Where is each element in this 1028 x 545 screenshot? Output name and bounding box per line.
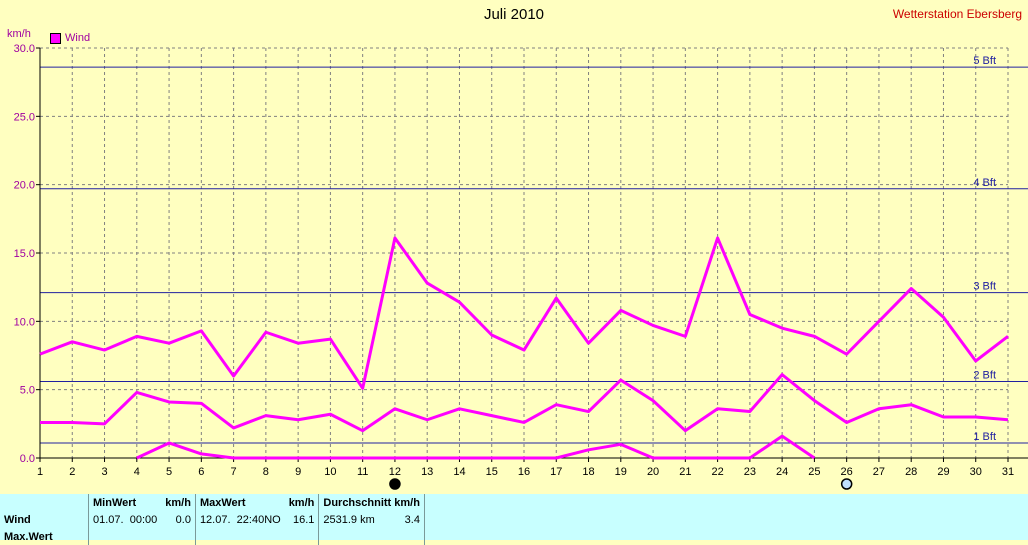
avg-header: Durchschnitt km/h [318,494,425,511]
series-line-min [136,434,816,460]
x-tick-label: 31 [1002,466,1014,478]
stats-table: MinWert km/h MaxWert km/h Durchschnitt k… [0,494,1013,545]
x-tick-label: 22 [711,466,723,478]
max-header: MaxWert [194,494,285,511]
station-name: Wetterstation Ebersberg [892,7,1022,21]
x-tick-label: 5 [166,466,172,478]
x-tick-label: 27 [873,466,885,478]
stats-row-label: Wind [4,513,31,526]
max-datetime: 12.07. 22:40NO [194,511,285,528]
legend-swatch [50,32,61,44]
new-moon-marker [389,478,401,490]
x-tick-label: 4 [134,466,140,478]
stats-row: Wind 01.07. 00:00 0.0 12.07. 22:40NO 16.… [0,511,1013,528]
x-tick-label: 2 [69,466,75,478]
x-tick-label: 14 [453,466,465,478]
distance-value: 2531.9 km [318,511,395,528]
x-tick-label: 17 [550,466,562,478]
series-line-max [39,236,1009,390]
x-tick-label: 7 [231,466,237,478]
min-unit-header: km/h [165,496,191,509]
y-tick-label: 20.0 [14,180,35,192]
x-tick-label: 21 [679,466,691,478]
y-tick-label: 30.0 [14,43,35,55]
x-tick-label: 26 [841,466,853,478]
x-tick-label: 15 [486,466,498,478]
legend: Wind [50,32,90,44]
x-tick-label: 24 [776,466,788,478]
max-value: 16.1 [292,513,315,526]
stats-header-row: MinWert km/h MaxWert km/h Durchschnitt k… [0,494,1013,511]
legend-label: Wind [65,32,91,44]
chart-title: Juli 2010 [483,6,545,23]
stats-panel: MinWert km/h MaxWert km/h Durchschnitt k… [0,494,1028,545]
x-tick-label: 16 [518,466,530,478]
x-tick-label: 19 [615,466,627,478]
avg-value: 3.4 [404,513,420,526]
series-line-average [40,373,1009,433]
y-tick-label: 5.0 [20,385,35,397]
full-moon-marker [840,478,853,490]
beaufort-label: 5 Bft [973,55,996,67]
y-tick-label: 10.0 [14,316,35,328]
beaufort-label: 2 Bft [973,369,996,381]
x-tick-label: 30 [970,466,982,478]
stats-row: Max.Wert [0,528,1013,545]
x-tick-label: 10 [324,466,336,478]
x-tick-label: 13 [421,466,433,478]
y-tick-label: 15.0 [14,248,35,260]
x-tick-label: 28 [905,466,917,478]
max-unit-header: km/h [288,496,315,509]
x-tick-label: 9 [295,466,301,478]
x-tick-label: 1 [37,466,43,478]
wind-chart: 1 Bft 2 Bft 3 Bft 4 Bft 5 Bft 0.0 5.0 10.0 15.0 2… [14,43,1028,490]
x-tick-label: 11 [357,466,368,478]
min-value: 0.0 [175,513,191,526]
min-datetime: 01.07. 00:00 [88,511,162,528]
beaufort-label: 3 Bft [973,281,996,293]
y-unit-label: km/h [7,28,31,40]
x-tick-label: 12 [389,466,401,478]
beaufort-label: 1 Bft [973,431,996,443]
x-tick-label: 25 [808,466,820,478]
y-tick-label: 0.0 [20,453,35,465]
x-tick-label: 20 [647,466,659,478]
x-tick-label: 3 [101,466,107,478]
x-tick-label: 23 [744,466,756,478]
beaufort-label: 4 Bft [973,177,996,189]
min-header: MinWert [88,494,162,511]
x-tick-label: 6 [198,466,204,478]
x-tick-label: 8 [263,466,269,478]
x-tick-label: 18 [582,466,594,478]
stats-row-label: Max.Wert [4,530,53,543]
x-tick-label: 29 [937,466,949,478]
y-tick-label: 25.0 [14,111,35,123]
